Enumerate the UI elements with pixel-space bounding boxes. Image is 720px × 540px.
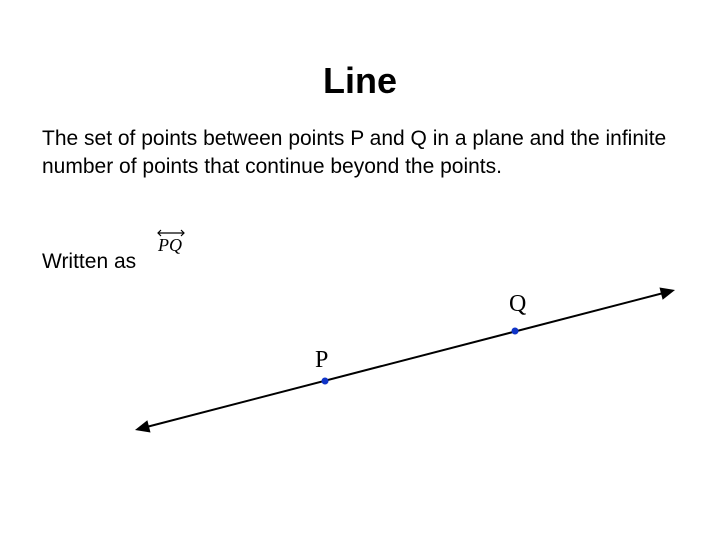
definition-text: The set of points between points P and Q… bbox=[42, 125, 682, 182]
slide: Line The set of points between points P … bbox=[0, 0, 720, 540]
point-label-p: P bbox=[315, 347, 328, 374]
line-diagram-svg bbox=[120, 260, 690, 460]
slide-title: Line bbox=[0, 60, 720, 102]
arrowhead-icon bbox=[135, 420, 151, 432]
point-q bbox=[512, 328, 519, 335]
line-notation: PQ bbox=[150, 236, 190, 256]
line-diagram: PQ bbox=[120, 260, 690, 460]
point-label-q: Q bbox=[509, 291, 526, 318]
double-arrow-overbar-icon bbox=[156, 229, 186, 237]
notation-pq-wrap: PQ bbox=[158, 236, 182, 255]
notation-letters: PQ bbox=[158, 235, 182, 255]
point-p bbox=[322, 378, 329, 385]
line-segment bbox=[140, 291, 670, 428]
arrowhead-icon bbox=[659, 288, 675, 300]
